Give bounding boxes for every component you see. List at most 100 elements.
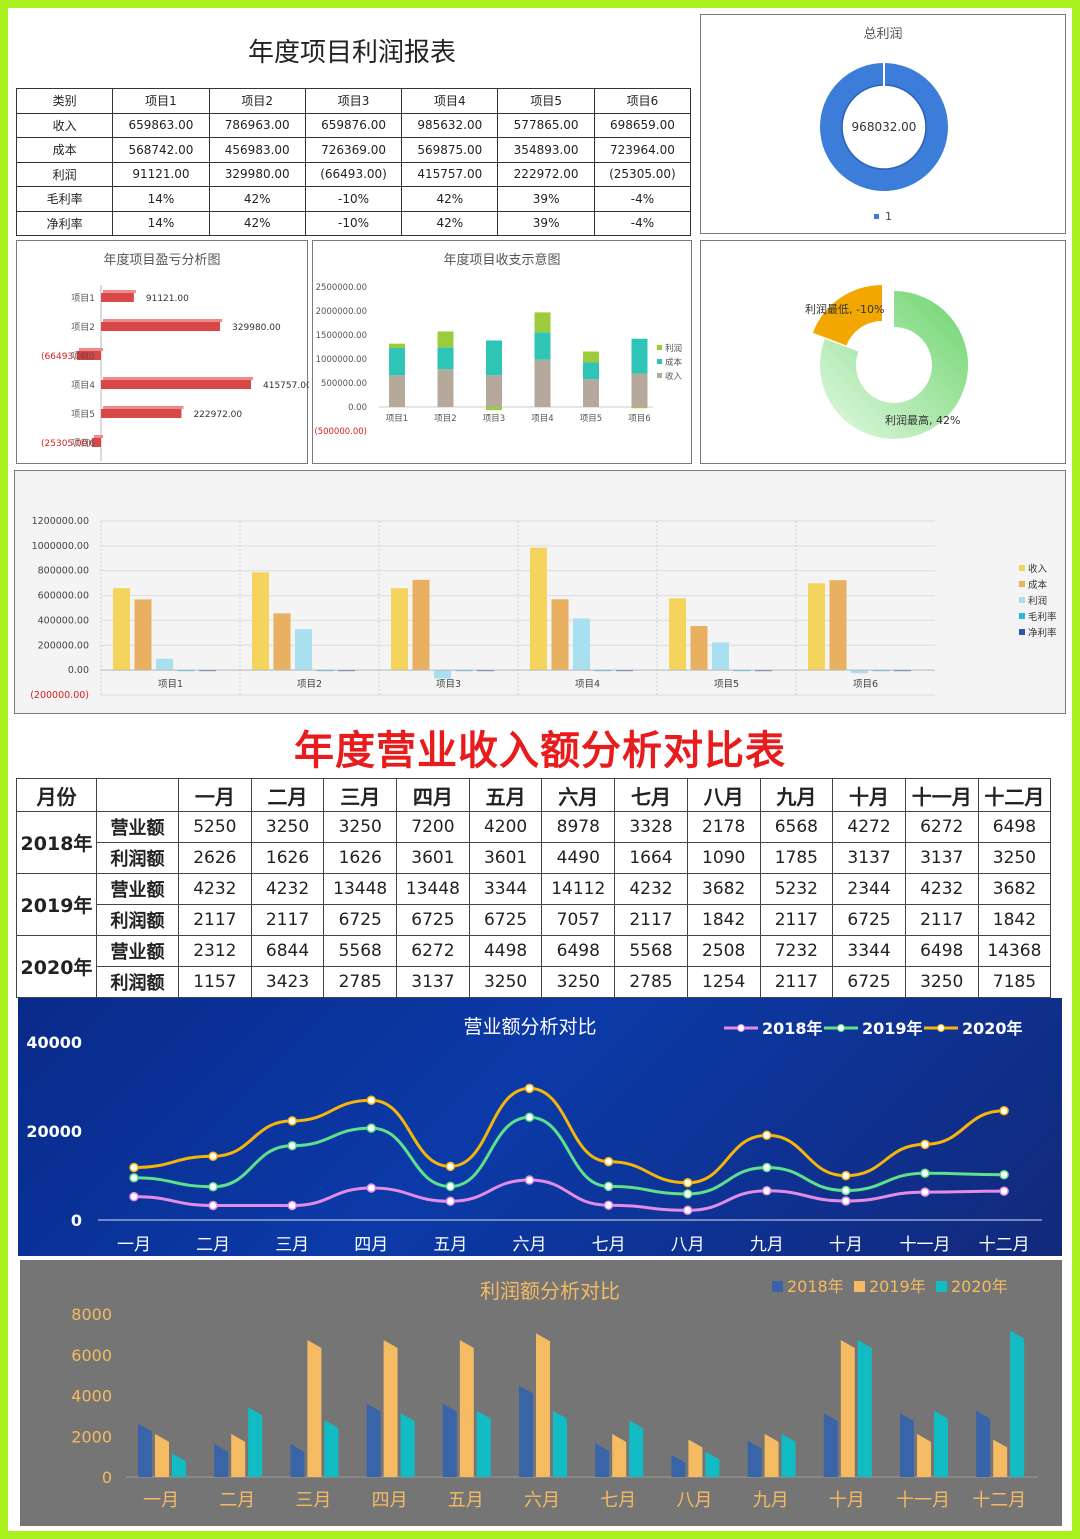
x-tick-label: 二月: [196, 1235, 230, 1255]
table-row: 利润额 1157 3423 2785 3137 3250 3250 2785 1254 2117 6…: [17, 966, 1052, 998]
x-tick-label: 三月: [295, 1490, 331, 1511]
bar: [993, 1439, 1008, 1477]
value-cell: 2785: [614, 966, 688, 998]
value-cell: 2785: [323, 966, 398, 998]
value-cell: 6498: [904, 935, 979, 967]
value-cell: 329980.00: [208, 161, 306, 187]
bar: [688, 1439, 703, 1477]
data-point: [287, 1140, 297, 1151]
bar: [917, 1433, 931, 1477]
data-point: [129, 1191, 139, 1202]
margin-donut-chart: 利润最低, -10% 利润最高, 42%: [700, 240, 1066, 464]
chart-title: 总利润: [863, 27, 903, 42]
y-tick-label: (500000.00): [314, 427, 367, 437]
data-point: [445, 1196, 456, 1207]
bar: [101, 380, 251, 389]
value-cell: 2117: [614, 904, 688, 936]
category-label: 项目6: [628, 414, 650, 424]
value-cell: 3250: [904, 966, 979, 998]
value-cell: 222972.00: [497, 161, 595, 187]
y-tick-label: 0.00: [348, 403, 367, 413]
bar: [851, 670, 868, 674]
data-point: [524, 1112, 535, 1122]
bar: [551, 599, 569, 671]
x-tick-label: 十月: [829, 1235, 863, 1255]
value-cell: 3137: [904, 842, 979, 874]
month-header-cell: 五月: [468, 778, 543, 812]
data-point: [287, 1116, 297, 1126]
bar-top-face: [103, 406, 184, 409]
value-cell: 1842: [977, 904, 1052, 936]
value-cell: 7057: [541, 904, 616, 936]
value-cell: 42%: [208, 186, 306, 212]
category-label: 项目3: [436, 679, 461, 690]
bar: [295, 629, 312, 671]
data-point: [208, 1181, 218, 1192]
y-tick-label: 8000: [71, 1305, 112, 1324]
y-tick-label: 2000000.00: [316, 307, 367, 317]
bar-segment: [437, 331, 454, 348]
month-header-cell: 十一月: [904, 778, 979, 812]
x-tick-label: 十二月: [972, 1490, 1026, 1511]
x-tick-label: 六月: [513, 1235, 547, 1255]
data-point: [603, 1181, 614, 1192]
data-point: [999, 1106, 1009, 1116]
y-tick-label: 6000: [71, 1346, 112, 1365]
legend-swatch: [1019, 629, 1025, 635]
data-label: (66493.00): [41, 352, 91, 362]
value-cell: 14368: [977, 935, 1052, 967]
bar: [113, 588, 130, 671]
y-tick-label: 400000.00: [38, 615, 89, 626]
bar: [307, 1339, 322, 1477]
category-label: 项目1: [386, 414, 408, 424]
value-cell: 3137: [832, 842, 906, 874]
bar: [101, 322, 221, 331]
donut-slice-high: [820, 291, 968, 439]
bar-top-face: [103, 290, 136, 293]
value-cell: 1157: [178, 966, 252, 998]
bar-segment: [486, 340, 502, 376]
category-label: 项目3: [71, 351, 95, 362]
header-cell: 项目4: [401, 88, 499, 114]
value-cell: 786963.00: [208, 112, 306, 138]
header-cell: 项目3: [304, 88, 403, 114]
bar: [536, 1333, 550, 1477]
bar: [781, 1433, 796, 1477]
value-cell: 14%: [112, 186, 210, 212]
data-point: [999, 1186, 1009, 1196]
table-row: 利润额 2626 1626 1626 3601 3601 4490 1664 1090 1785 3…: [17, 842, 1052, 874]
row-label: 收入: [15, 112, 114, 138]
bar-segment: [486, 375, 502, 407]
value-cell: 6844: [250, 935, 325, 967]
bar: [273, 613, 291, 671]
year-cell: 2019年: [16, 873, 97, 936]
value-cell: (25305.00): [593, 161, 692, 187]
bar: [324, 1420, 339, 1477]
data-point: [287, 1200, 297, 1211]
series-line: [133, 1178, 1005, 1212]
legend-label: 收入: [1028, 563, 1048, 575]
bar-segment: [534, 332, 551, 360]
value-cell: 2117: [178, 904, 252, 936]
category-label: 项目6: [853, 679, 878, 690]
legend-label: 2019年: [862, 1019, 923, 1038]
metric-label: 利润额: [96, 966, 179, 998]
month-header-cell: 四月: [396, 778, 470, 812]
blank-header: [96, 778, 179, 812]
data-label: 415757.00: [263, 381, 309, 391]
value-cell: 569875.00: [401, 137, 499, 163]
project-compare-chart: 1200000.00 1000000.00 800000.00 600000.00 40…: [14, 470, 1066, 714]
bar: [231, 1433, 246, 1477]
value-cell: 6272: [396, 935, 470, 967]
value-cell: 1664: [614, 842, 688, 874]
value-cell: 2117: [759, 904, 834, 936]
value-cell: 3601: [468, 842, 543, 874]
bar-segment: [437, 347, 454, 370]
month-header-cell: 七月: [614, 778, 688, 812]
donut-total-profit: 968032.00 1: [820, 62, 948, 223]
bar: [612, 1433, 627, 1477]
bar-segment: [486, 407, 502, 411]
donut-slice-low: [812, 285, 882, 346]
value-cell: 42%: [208, 210, 306, 236]
bar: [857, 1339, 872, 1477]
